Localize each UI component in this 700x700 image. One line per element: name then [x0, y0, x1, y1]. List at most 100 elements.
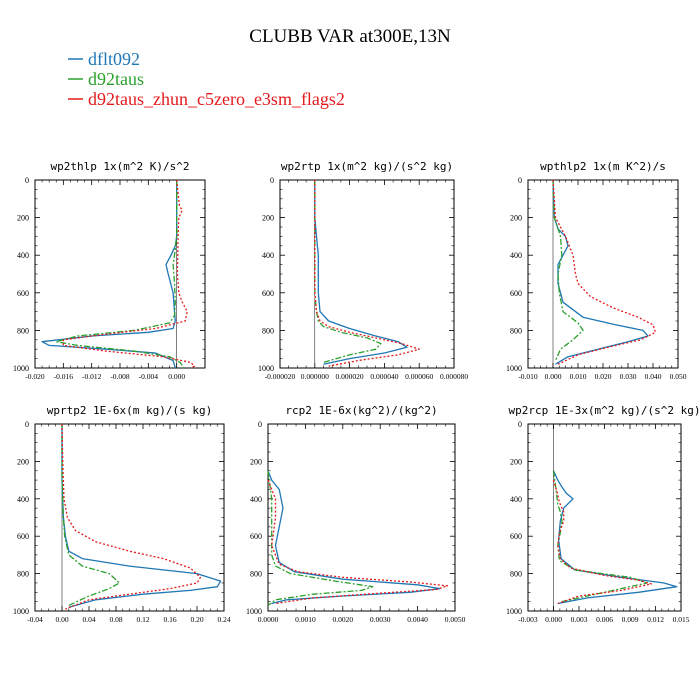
y-tick-label: 200	[510, 214, 522, 223]
y-tick-label: 1000	[13, 607, 29, 616]
y-tick-label: 1000	[13, 364, 29, 373]
x-tick-label: 0.020	[595, 372, 612, 381]
y-tick-label: 200	[17, 457, 29, 466]
x-tick-label: 0.0030	[370, 615, 391, 624]
x-tick-label: 0.030	[620, 372, 637, 381]
series-line-d92taus-zhun-c5zero-e3sm-flags2	[61, 423, 202, 610]
x-tick-label: 0.050	[670, 372, 687, 381]
panel-title: wp2rtp 1x(m^2 kg)/(s^2 kg)	[281, 160, 453, 173]
y-tick-label: 200	[17, 214, 29, 223]
series-line-d92taus	[267, 470, 374, 606]
x-tick-label: 0.000	[168, 372, 185, 381]
x-tick-label: -0.04	[27, 615, 43, 624]
y-tick-label: 0	[258, 420, 262, 429]
x-tick-label: 0.0010	[295, 615, 316, 624]
x-tick-label: -0.004	[139, 372, 159, 381]
x-tick-label: 0.0040	[407, 615, 428, 624]
series-line-dflt092	[61, 424, 222, 608]
x-tick-label: 0.000060	[405, 372, 433, 381]
chart-panel-1: wp2thlp 1x(m^2 K)/s^202004006008001000-0…	[13, 160, 206, 381]
y-tick-label: 0	[25, 176, 29, 185]
x-tick-label: 0.0050	[445, 615, 466, 624]
x-tick-label: 0.00	[55, 615, 68, 624]
x-tick-label: -0.020	[25, 372, 45, 381]
x-tick-label: -0.000020	[265, 372, 296, 381]
x-tick-label: 0.08	[109, 615, 122, 624]
series-line-d92taus-zhun-c5zero-e3sm-flags2	[267, 479, 449, 605]
x-tick-label: 0.000	[545, 615, 562, 624]
chart-panel-6: wp2rcp 1E-3x(m^2 kg)/(s^2 kg) 0 200 400 600 8…	[506, 404, 700, 624]
panel-title: wp2thlp 1x(m^2 K)/s^2	[50, 160, 189, 173]
x-tick-label: 0.04	[82, 615, 95, 624]
series-line-dflt092	[552, 179, 649, 365]
y-tick-label: 0	[518, 420, 522, 429]
series-line-d92taus	[314, 180, 382, 364]
series-line-d92taus-zhun-c5zero-e3sm-flags2	[552, 479, 652, 605]
panel-title: wpthlp2 1x(m K^2)/s	[540, 160, 666, 173]
x-tick-label: 0.000	[545, 372, 562, 381]
y-tick-label: 200	[510, 457, 522, 466]
y-tick-label: 800	[17, 326, 29, 335]
legend: dflt092 d92taus d92taus_zhun_c5zero_e3sm…	[68, 49, 345, 109]
x-tick-label: 0.003	[571, 615, 588, 624]
plot-frame	[279, 179, 455, 369]
panel-title: wp2rcp 1E-3x(m^2 kg)/(s^2 kg)	[508, 404, 700, 417]
series-line-d92taus-zhun-c5zero-e3sm-flags2	[552, 179, 657, 365]
y-tick-label: 0	[518, 176, 522, 185]
series-line-d92taus	[552, 470, 648, 603]
x-tick-label: 0.16	[163, 615, 176, 624]
y-tick-label: 800	[250, 570, 262, 579]
legend-label-d92taus: d92taus	[88, 69, 144, 89]
legend-label-dflt092: dflt092	[88, 49, 140, 69]
x-tick-label: 0.009	[622, 615, 639, 624]
chart-panel-2: wp2rtp 1x(m^2 kg)/(s^2 kg) 0 200 400 600 800 1…	[258, 160, 468, 381]
x-tick-label: 0.040	[645, 372, 662, 381]
y-tick-label: 800	[510, 570, 522, 579]
x-tick-label: -0.003	[518, 615, 538, 624]
x-tick-label: 0.000000	[301, 372, 329, 381]
legend-label-d92taus-zhun: d92taus_zhun_c5zero_e3sm_flags2	[88, 89, 345, 109]
x-tick-label: 0.000080	[440, 372, 468, 381]
y-tick-label: 400	[17, 251, 29, 260]
x-tick-label: 0.010	[570, 372, 587, 381]
x-tick-label: 0.20	[190, 615, 203, 624]
series-line-d92taus	[552, 179, 584, 361]
x-tick-label: 0.0020	[332, 615, 353, 624]
plot-frame	[267, 423, 456, 612]
x-tick-label: 0.24	[217, 615, 230, 624]
series-line-d92taus	[61, 424, 121, 606]
chart-panel-3: wpthlp2 1x(m K^2)/s 0 200 400 600 800 1000-0.0…	[506, 160, 687, 381]
y-tick-label: 600	[250, 532, 262, 541]
y-tick-label: 800	[262, 326, 274, 335]
y-tick-label: 600	[17, 289, 29, 298]
x-tick-label: 0.12	[136, 615, 149, 624]
y-tick-label: 200	[262, 214, 274, 223]
chart-panels: wp2thlp 1x(m^2 K)/s^202004006008001000-0…	[13, 160, 700, 624]
y-tick-label: 400	[250, 495, 262, 504]
x-tick-label: 0.006	[596, 615, 613, 624]
y-tick-label: 400	[17, 495, 29, 504]
x-tick-label: 0.000020	[336, 372, 364, 381]
panel-title: rcp2 1E-6x(kg^2)/(kg^2)	[285, 404, 437, 417]
x-tick-label: 0.0000	[258, 615, 279, 624]
x-tick-label: -0.016	[54, 372, 74, 381]
series-line-d92taus-zhun-c5zero-e3sm-flags2	[62, 179, 196, 369]
y-tick-label: 600	[510, 532, 522, 541]
y-tick-label: 0	[25, 420, 29, 429]
x-tick-label: 0.015	[673, 615, 690, 624]
y-tick-label: 800	[510, 326, 522, 335]
x-tick-label: -0.012	[82, 372, 102, 381]
plot-frame	[527, 179, 679, 369]
series-line-dflt092	[314, 180, 408, 365]
x-tick-label: 0.012	[647, 615, 664, 624]
y-tick-label: 1000	[506, 364, 522, 373]
y-tick-label: 400	[510, 495, 522, 504]
series-line-dflt092	[552, 470, 678, 605]
y-tick-label: 400	[510, 251, 522, 260]
series-line-d92taus-zhun-c5zero-e3sm-flags2	[314, 180, 420, 367]
y-tick-label: 0	[270, 176, 274, 185]
figure-title: CLUBB VAR at300E,13N	[249, 26, 451, 47]
chart-panel-4: wprtp2 1E-6x(m kg)/(s kg) 0 200 400 600 800 10…	[13, 404, 231, 624]
y-tick-label: 1000	[506, 607, 522, 616]
